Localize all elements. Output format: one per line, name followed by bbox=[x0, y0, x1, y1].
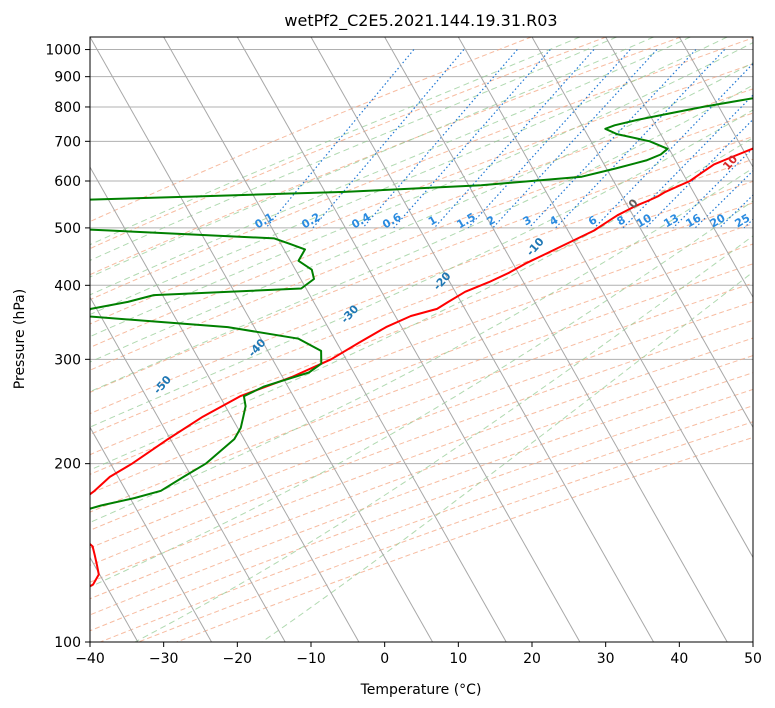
moist-adiabat-line bbox=[90, 37, 581, 246]
dry-adiabat-line bbox=[90, 337, 753, 583]
temperature-profile-line bbox=[90, 147, 753, 588]
y-axis-label: Pressure (hPa) bbox=[12, 289, 28, 389]
moist-adiabat-line bbox=[90, 109, 753, 428]
profile-series bbox=[90, 97, 753, 588]
isotherm-line bbox=[531, 37, 753, 429]
mixing-ratio-line bbox=[265, 49, 415, 229]
mixing-ratio-line bbox=[467, 49, 631, 229]
isotherm-line bbox=[90, 426, 212, 642]
dry-adiabat-line bbox=[90, 37, 607, 250]
y-tick-label: 600 bbox=[54, 174, 81, 190]
dry-adiabat-line bbox=[90, 136, 753, 393]
y-axis-ticks: 100 200 300 400 500 600 700 800 900 1000 bbox=[45, 43, 90, 651]
x-tick-label: −10 bbox=[296, 651, 326, 667]
y-tick-label: 100 bbox=[54, 635, 81, 651]
moist-adiabat-line bbox=[90, 84, 753, 393]
dry-adiabat-line bbox=[90, 319, 753, 566]
moist-adiabat-line bbox=[261, 271, 753, 642]
y-tick-label: 400 bbox=[54, 278, 81, 294]
x-tick-label: 30 bbox=[597, 651, 615, 667]
moist-adiabat-line bbox=[90, 137, 753, 471]
y-tick-label: 900 bbox=[54, 70, 81, 86]
y-tick-label: 300 bbox=[54, 352, 81, 368]
isotherm-line bbox=[236, 37, 581, 642]
y-tick-label: 700 bbox=[54, 134, 81, 150]
x-tick-label: −20 bbox=[223, 651, 253, 667]
x-tick-label: −40 bbox=[75, 651, 105, 667]
moist-adiabats bbox=[90, 37, 753, 642]
x-axis-ticks: −40 −30 −20 −10 0 10 20 30 40 50 bbox=[75, 642, 762, 667]
isotherm-line bbox=[310, 37, 654, 642]
dry-adiabats bbox=[90, 37, 753, 642]
y-tick-label: 200 bbox=[54, 457, 81, 473]
x-tick-label: 10 bbox=[449, 651, 467, 667]
dry-adiabat-line bbox=[90, 158, 753, 415]
y-tick-label: 500 bbox=[54, 221, 81, 237]
moist-adiabat-line bbox=[90, 42, 753, 338]
isotherm-line bbox=[678, 37, 753, 169]
isotherm-line bbox=[605, 37, 753, 299]
x-tick-label: 20 bbox=[523, 651, 541, 667]
dry-adiabat-line bbox=[90, 37, 753, 301]
dry-adiabat-line bbox=[90, 112, 753, 371]
x-tick-label: −30 bbox=[149, 651, 179, 667]
y-tick-label: 800 bbox=[54, 100, 81, 116]
mixing-ratio-line bbox=[718, 194, 753, 229]
moist-adiabat-line bbox=[90, 37, 617, 261]
isotherm-line bbox=[163, 37, 507, 642]
mixing-ratio-line bbox=[555, 49, 726, 229]
moist-adiabat-line bbox=[90, 37, 728, 316]
moist-adiabat-line bbox=[134, 235, 753, 642]
chart-title: wetPf2_C2E5.2021.144.19.31.R03 bbox=[284, 11, 557, 31]
mixing-ratio-line bbox=[528, 49, 697, 229]
dry-adiabat-line bbox=[90, 63, 753, 325]
y-tick-label: 1000 bbox=[45, 43, 81, 59]
isotherm-line bbox=[457, 37, 753, 559]
moist-adiabat-line bbox=[90, 200, 753, 588]
dry-adiabat-line bbox=[90, 355, 753, 600]
dry-adiabat-line bbox=[90, 372, 753, 616]
mixing-ratio-line bbox=[645, 118, 753, 229]
x-tick-label: 50 bbox=[744, 651, 762, 667]
dry-adiabat-line bbox=[90, 180, 753, 435]
x-tick-label: 0 bbox=[380, 651, 389, 667]
mixing-ratio-line bbox=[594, 62, 753, 229]
isotherm-line bbox=[90, 37, 433, 642]
dewpoint-profile-line bbox=[90, 97, 753, 510]
moist-adiabat-line bbox=[90, 167, 753, 524]
mixing-ratio-line bbox=[312, 49, 465, 229]
x-axis-label: Temperature (°C) bbox=[360, 682, 482, 698]
mixing-ratio-line bbox=[362, 49, 518, 229]
plot-frame bbox=[89, 36, 754, 643]
moist-adiabat-line bbox=[90, 62, 753, 363]
isotherm-gridlines bbox=[90, 37, 753, 642]
dry-adiabat-line bbox=[90, 388, 753, 632]
x-tick-label: 40 bbox=[670, 651, 688, 667]
dry-adiabat-line bbox=[90, 37, 681, 276]
isotherm-line bbox=[90, 296, 286, 642]
isotherm-line bbox=[384, 37, 728, 642]
mixing-ratio-line bbox=[622, 94, 753, 229]
isotherm-line bbox=[90, 166, 360, 642]
dry-adiabat-line bbox=[90, 37, 532, 223]
